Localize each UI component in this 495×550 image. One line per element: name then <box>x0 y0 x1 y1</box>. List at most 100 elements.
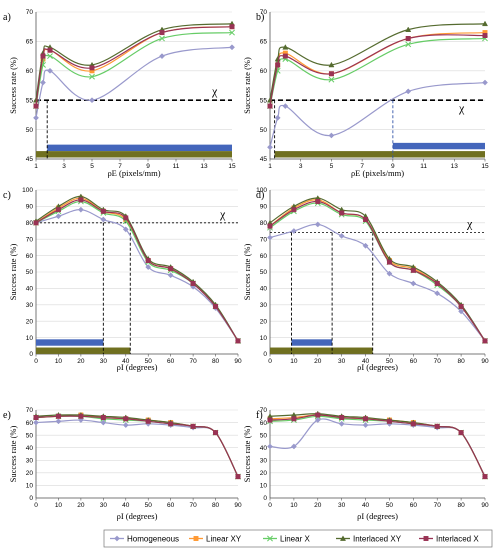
y-tick-label: 20 <box>260 318 268 325</box>
x-tick-label: 40 <box>362 358 370 365</box>
legend-box <box>103 529 493 548</box>
series-line <box>269 199 486 342</box>
x-tick-label: 50 <box>386 502 394 509</box>
data-point <box>167 272 174 279</box>
data-point <box>282 53 288 59</box>
chi-label: χ <box>219 207 226 221</box>
x-tick-label: 7 <box>360 163 364 170</box>
data-point <box>267 103 273 109</box>
data-point <box>47 67 53 74</box>
data-point <box>410 421 416 427</box>
x-tick-label: 13 <box>200 163 208 170</box>
y-tick-label: 70 <box>26 9 34 16</box>
legend: Homogeneous Linear XY Linear X Interlaced X… <box>103 529 493 548</box>
x-tick-label: 5 <box>90 163 94 170</box>
y-tick-label: 10 <box>26 483 34 490</box>
x-axis-label: ρI (degrees) <box>117 362 158 372</box>
panel-label: b) <box>256 12 264 23</box>
data-point <box>405 26 412 32</box>
data-point <box>410 280 417 287</box>
legend-marker <box>114 535 120 542</box>
data-point <box>315 199 321 204</box>
x-tick-label: 15 <box>481 163 489 170</box>
x-tick-label: 60 <box>167 358 175 365</box>
y-tick-label: 0 <box>29 351 33 358</box>
y-tick-label: 50 <box>260 269 268 276</box>
series-line <box>269 223 486 342</box>
coverage-bar <box>36 347 131 354</box>
data-point <box>55 418 62 425</box>
x-tick-label: 80 <box>212 358 220 365</box>
data-point <box>267 234 273 241</box>
data-point <box>458 430 464 436</box>
coverage-bar <box>47 144 233 152</box>
x-tick-label: 11 <box>420 163 427 170</box>
y-tick-label: 40 <box>26 286 34 293</box>
x-tick-label: 70 <box>434 358 442 365</box>
x-tick-label: 50 <box>145 358 153 365</box>
y-tick-label: 0 <box>263 351 267 358</box>
data-point <box>190 281 196 286</box>
x-tick-label: 1 <box>34 163 38 170</box>
x-tick-label: 80 <box>457 358 465 365</box>
x-tick-label: 60 <box>167 502 175 509</box>
data-point <box>78 197 84 203</box>
data-point <box>338 232 345 239</box>
coverage-bar <box>36 151 232 158</box>
y-tick-label: 50 <box>26 432 34 439</box>
series-line <box>35 199 239 342</box>
x-tick-label: 9 <box>391 163 395 170</box>
data-point <box>145 258 151 263</box>
y-tick-label: 80 <box>260 220 268 227</box>
x-tick-label: 90 <box>234 358 242 365</box>
x-tick-label: 20 <box>314 358 322 365</box>
data-point <box>33 415 39 421</box>
data-point <box>145 418 151 424</box>
data-point <box>145 264 152 271</box>
x-tick-label: 10 <box>55 502 63 509</box>
y-tick-label: 70 <box>260 9 268 16</box>
y-tick-label: 40 <box>26 445 34 452</box>
y-tick-label: 45 <box>260 156 268 163</box>
data-point <box>168 266 174 272</box>
data-point <box>386 418 392 424</box>
data-point <box>434 290 441 297</box>
y-tick-label: 60 <box>26 253 34 260</box>
coverage-bar <box>36 339 104 346</box>
y-tick-label: 40 <box>260 445 268 452</box>
x-tick-label: 70 <box>189 358 197 365</box>
data-point <box>314 221 321 228</box>
data-point <box>77 206 84 213</box>
y-tick-label: 90 <box>260 204 268 211</box>
y-tick-label: 55 <box>260 97 268 104</box>
data-point <box>363 416 369 422</box>
x-tick-label: 3 <box>299 163 303 170</box>
series-line <box>269 197 486 342</box>
series-line <box>269 37 486 107</box>
x-axis-label: ρI (degrees) <box>357 511 398 521</box>
x-tick-label: 90 <box>234 502 242 509</box>
data-point <box>267 417 273 423</box>
x-tick-label: 30 <box>338 358 346 365</box>
data-point <box>458 308 465 315</box>
y-tick-label: 50 <box>260 432 268 439</box>
x-tick-label: 20 <box>314 502 322 509</box>
data-point <box>290 228 297 234</box>
y-tick-label: 60 <box>260 68 268 75</box>
y-tick-label: 90 <box>26 204 34 211</box>
data-point <box>123 416 129 422</box>
x-tick-label: 0 <box>34 358 38 365</box>
x-tick-label: 30 <box>338 502 346 509</box>
x-tick-label: 11 <box>173 163 180 170</box>
data-point <box>55 207 61 213</box>
y-tick-label: 30 <box>260 302 268 309</box>
x-tick-label: 3 <box>62 163 66 170</box>
coverage-bar <box>291 339 333 346</box>
data-point <box>434 423 440 429</box>
data-point <box>100 415 106 421</box>
y-tick-label: 20 <box>26 318 34 325</box>
data-point <box>275 62 281 68</box>
data-point <box>267 223 273 229</box>
data-point <box>405 88 412 95</box>
